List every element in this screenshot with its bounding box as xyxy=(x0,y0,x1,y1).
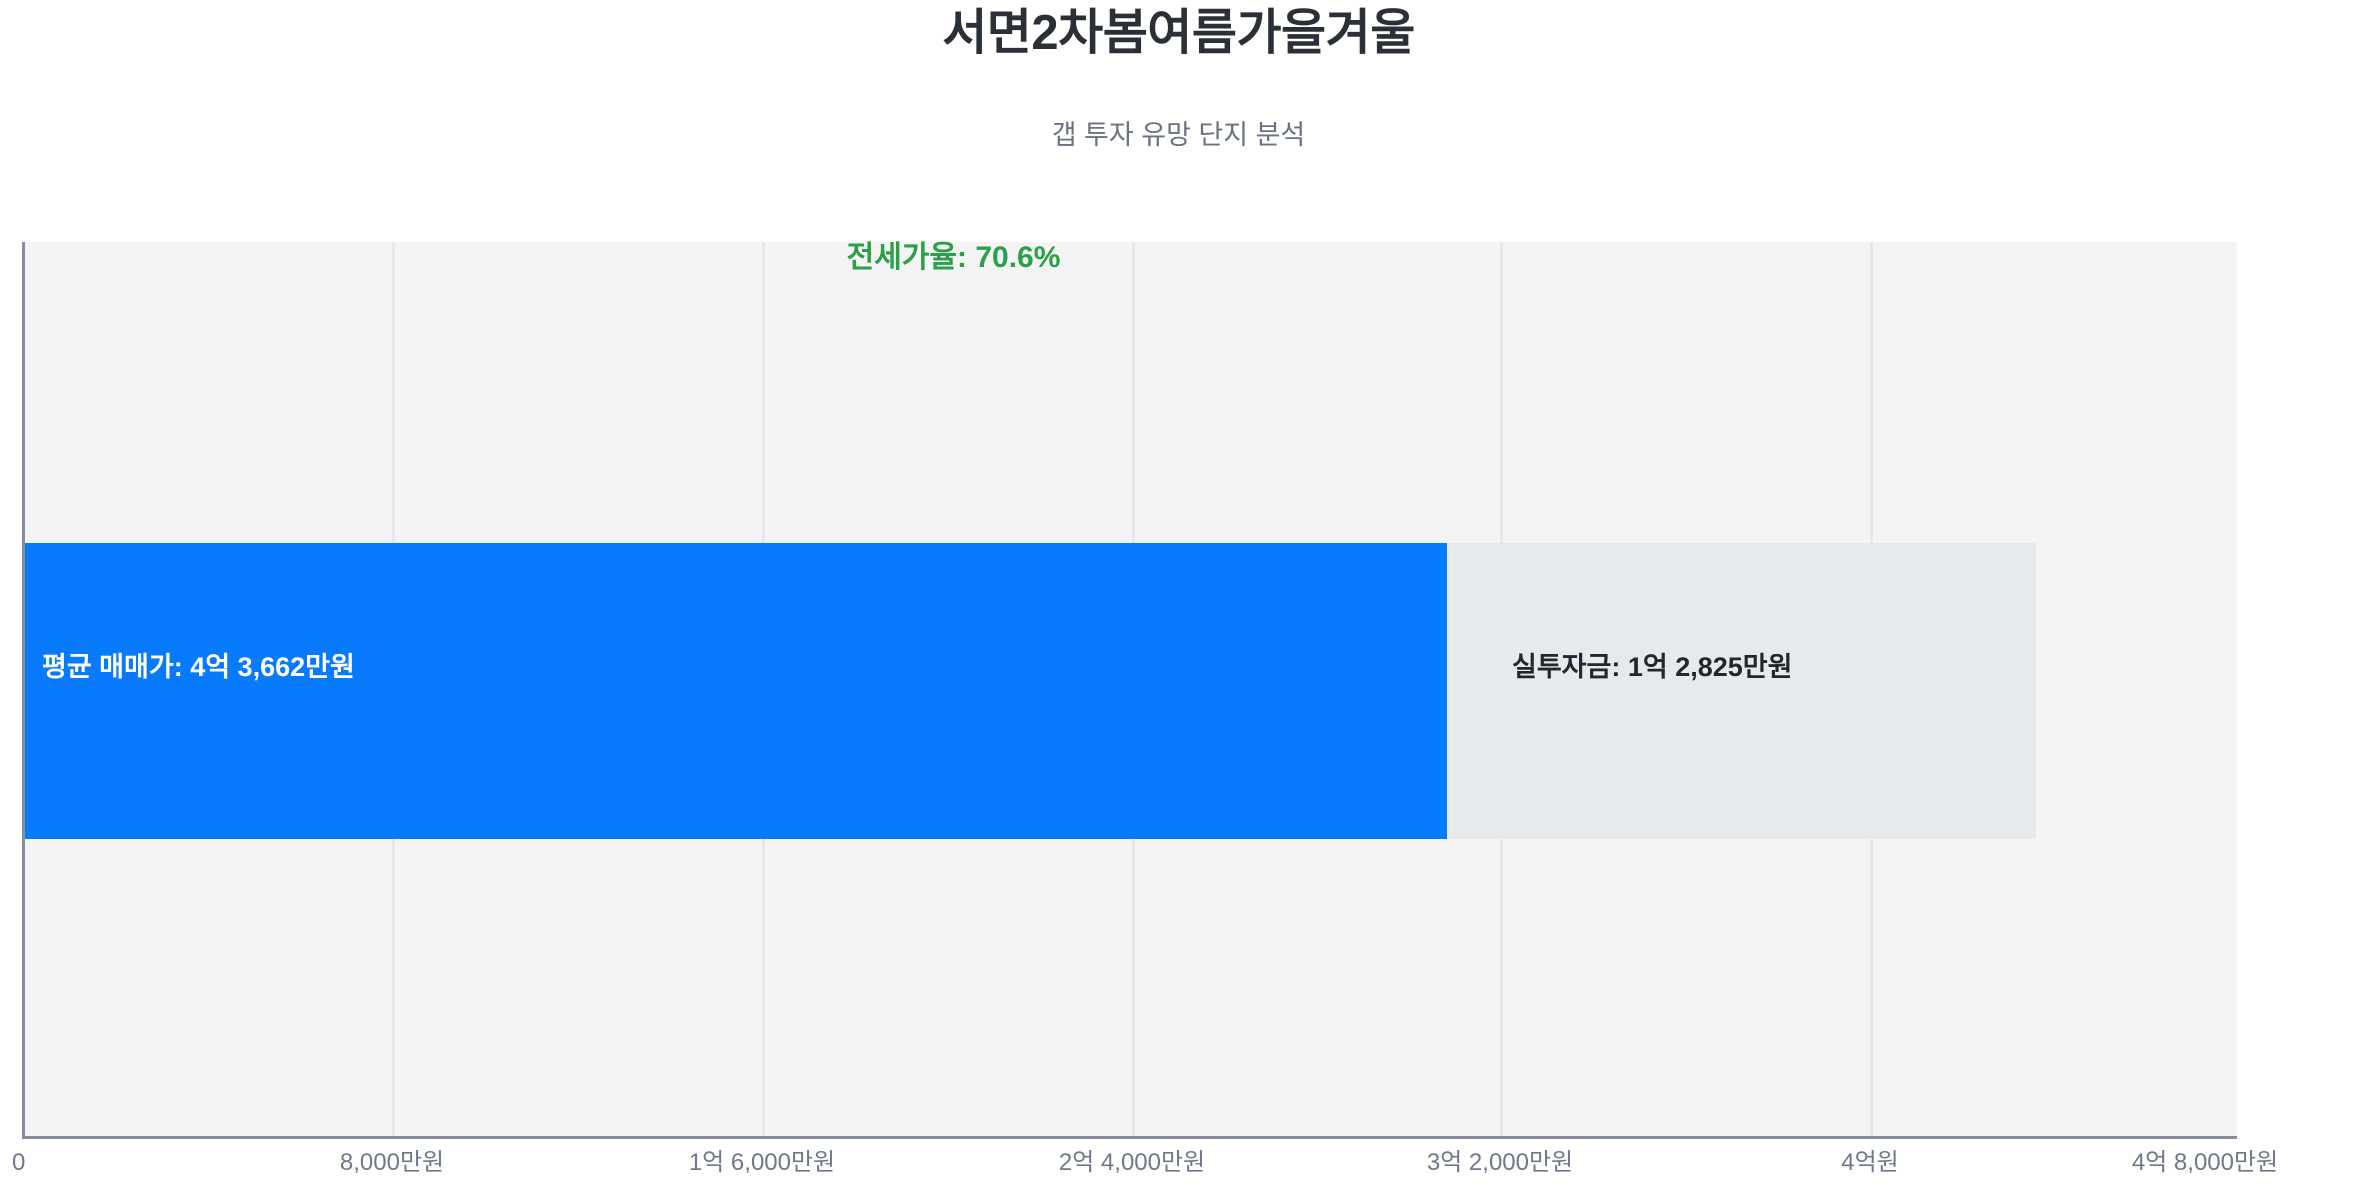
chart-subtitle: 갭 투자 유망 단지 분석 xyxy=(1051,120,1306,150)
chart-title: 서면2차봄여름가을겨울 xyxy=(942,6,1415,60)
jeonse-ratio-label: 전세가율: 70.6% xyxy=(846,241,1061,274)
x-tick-0: 0 xyxy=(12,1149,26,1176)
bar-jeonse-fill xyxy=(24,543,1447,839)
x-tick-48000: 4억 8,000만원 xyxy=(2131,1149,2279,1176)
bar-label-average-price: 평균 매매가: 4억 3,662만원 xyxy=(42,652,355,682)
x-tick-40000: 4억원 xyxy=(1841,1149,1899,1176)
y-axis-line xyxy=(22,242,25,1139)
x-tick-32000: 3억 2,000만원 xyxy=(1426,1149,1574,1176)
x-tick-24000: 2억 4,000만원 xyxy=(1058,1149,1206,1176)
x-axis-line xyxy=(22,1136,2237,1139)
x-tick-16000: 1억 6,000만원 xyxy=(688,1149,836,1176)
x-tick-8000: 8,000만원 xyxy=(339,1149,445,1176)
bar-label-actual-investment: 실투자금: 1억 2,825만원 xyxy=(1512,652,1793,682)
